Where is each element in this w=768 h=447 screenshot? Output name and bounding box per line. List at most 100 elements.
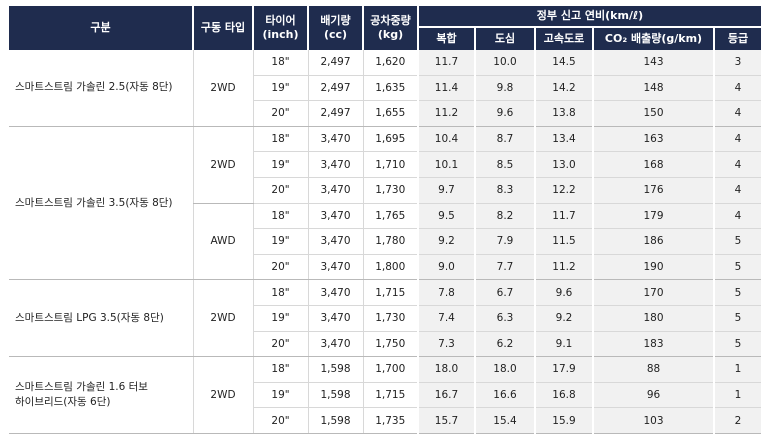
displacement-cell: 2,497 [307,75,363,102]
grade-cell: 5 [713,254,761,281]
highway-cell: 9.2 [534,305,593,332]
co2-cell: 183 [592,331,714,358]
city-cell: 16.6 [474,382,535,409]
highway-cell: 9.6 [534,279,593,306]
grade-cell: 2 [713,407,761,434]
displacement-cell: 3,470 [307,203,363,230]
displacement-cell: 1,598 [307,382,363,409]
curb-weight-cell: 1,780 [362,228,418,255]
curb-weight-cell: 1,655 [362,100,418,127]
curb-weight-cell: 1,635 [362,75,418,102]
grade-cell: 5 [713,331,761,358]
header-displacement: 배기량 (cc) [307,6,363,50]
header-drive-type: 구동 타입 [192,6,253,50]
grade-cell: 4 [713,126,761,153]
city-cell: 9.8 [474,75,535,102]
city-cell: 18.0 [474,356,535,383]
header-co2: CO₂ 배출량(g/km) [592,26,714,50]
header-city: 도심 [474,26,535,50]
city-cell: 8.5 [474,151,535,178]
tire-cell: 18" [252,356,308,383]
displacement-cell: 3,470 [307,177,363,204]
combined-cell: 10.4 [417,126,475,153]
co2-cell: 180 [592,305,714,332]
table-row: 19" 3,470 1,710 10.1 8.5 13.0 168 4 [9,151,761,178]
fuel-efficiency-table: 구분 구동 타입 타이어 (inch) 배기량 (cc) 공차중량 (kg) 정부 신… [9,6,761,434]
header-tire-label: 타이어 (inch) [262,14,299,41]
combined-cell: 7.4 [417,305,475,332]
highway-cell: 17.9 [534,356,593,383]
engine-label: 스마트스트림 가솔린 1.6 터보 하이브리드(자동 6단) [9,356,193,434]
header-curb-weight: 공차중량 (kg) [362,6,418,50]
tire-cell: 19" [252,382,308,409]
table-row: 스마트스트림 가솔린 3.5(자동 8단) 2WD 18" 3,470 1,695 10.… [9,126,761,281]
city-cell: 6.7 [474,279,535,306]
city-cell: 6.2 [474,331,535,358]
displacement-cell: 1,598 [307,407,363,434]
table-row: 20" 1,598 1,735 15.7 15.4 15.9 103 2 [9,407,761,434]
curb-weight-cell: 1,765 [362,203,418,230]
combined-cell: 10.1 [417,151,475,178]
combined-cell: 7.8 [417,279,475,306]
displacement-cell: 3,470 [307,151,363,178]
highway-cell: 16.8 [534,382,593,409]
table-body: 스마트스트림 가솔린 2.5(자동 8단) 2WD 18" 2,497 1,620 11.… [9,50,761,434]
tire-cell: 18" [252,126,308,153]
highway-cell: 13.4 [534,126,593,153]
drive-type-cell: AWD [192,203,253,281]
header-tire: 타이어 (inch) [252,6,308,50]
grade-cell: 1 [713,382,761,409]
header-category: 구분 [9,6,193,50]
combined-cell: 9.0 [417,254,475,281]
table-row: 19" 3,470 1,730 7.4 6.3 9.2 180 5 [9,305,761,332]
highway-cell: 14.2 [534,75,593,102]
highway-cell: 11.7 [534,203,593,230]
header-displacement-label: 배기량 (cc) [320,14,351,41]
grade-cell: 4 [713,75,761,102]
tire-cell: 20" [252,254,308,281]
combined-cell: 9.5 [417,203,475,230]
co2-cell: 148 [592,75,714,102]
city-cell: 8.2 [474,203,535,230]
table-row: 19" 2,497 1,635 11.4 9.8 14.2 148 4 [9,75,761,102]
tire-cell: 18" [252,279,308,306]
displacement-cell: 1,598 [307,356,363,383]
grade-cell: 4 [713,100,761,127]
tire-cell: 20" [252,100,308,127]
tire-cell: 18" [252,50,308,76]
curb-weight-cell: 1,695 [362,126,418,153]
drive-type-cell: 2WD [192,50,253,127]
header-grade: 등급 [713,26,761,50]
table-row: 20" 3,470 1,730 9.7 8.3 12.2 176 4 [9,177,761,204]
combined-cell: 7.3 [417,331,475,358]
curb-weight-cell: 1,620 [362,50,418,76]
highway-cell: 11.5 [534,228,593,255]
co2-cell: 168 [592,151,714,178]
grade-cell: 4 [713,203,761,230]
engine-label: 스마트스트림 LPG 3.5(자동 8단) [9,279,193,358]
displacement-cell: 2,497 [307,50,363,76]
co2-cell: 190 [592,254,714,281]
highway-cell: 15.9 [534,407,593,434]
grade-cell: 4 [713,177,761,204]
curb-weight-cell: 1,800 [362,254,418,281]
table-row: 19" 1,598 1,715 16.7 16.6 16.8 96 1 [9,382,761,409]
engine-label: 스마트스트림 가솔린 2.5(자동 8단) [9,50,193,127]
co2-cell: 170 [592,279,714,306]
tire-cell: 19" [252,305,308,332]
city-cell: 7.9 [474,228,535,255]
table-row: 스마트스트림 가솔린 1.6 터보 하이브리드(자동 6단) 2WD 18" 1,598… [9,356,761,434]
drive-type-cell: 2WD [192,279,253,358]
table-row: 20" 3,470 1,800 9.0 7.7 11.2 190 5 [9,254,761,281]
combined-cell: 9.2 [417,228,475,255]
co2-cell: 163 [592,126,714,153]
tire-cell: 19" [252,75,308,102]
co2-cell: 103 [592,407,714,434]
table-row: 20" 2,497 1,655 11.2 9.6 13.8 150 4 [9,100,761,127]
city-cell: 6.3 [474,305,535,332]
city-cell: 8.7 [474,126,535,153]
highway-cell: 13.8 [534,100,593,127]
co2-cell: 88 [592,356,714,383]
grade-cell: 3 [713,50,761,76]
highway-cell: 11.2 [534,254,593,281]
